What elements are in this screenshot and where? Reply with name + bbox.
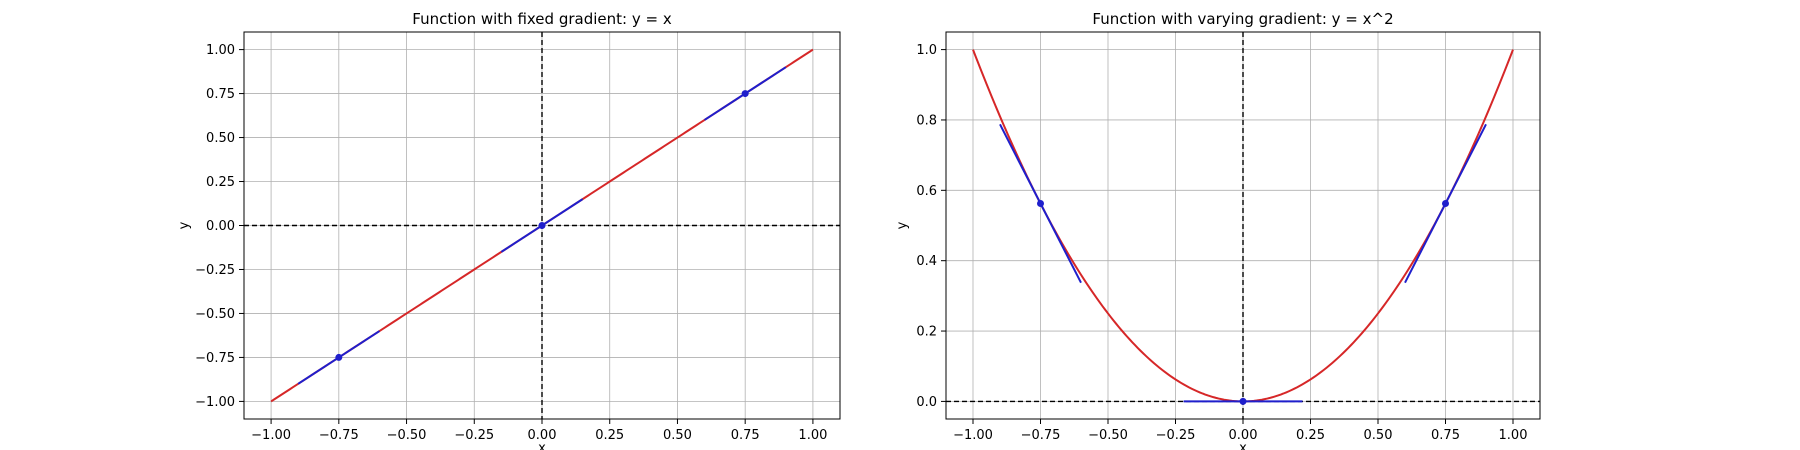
y-tick-label: 1.0 [916, 43, 937, 58]
chart-title: Function with fixed gradient: y = x [412, 10, 672, 28]
y-tick-label: −0.25 [195, 263, 235, 278]
x-tick-label: −0.25 [454, 428, 494, 443]
x-tick-label: −0.75 [319, 428, 359, 443]
y-tick-label: 0.25 [206, 175, 235, 190]
y-tick-label: −0.50 [195, 307, 235, 322]
plot-area [244, 32, 840, 419]
y-axis-label: y [177, 221, 192, 229]
y-tick-label: 0.50 [206, 131, 235, 146]
y-tick-label: −0.75 [195, 351, 235, 366]
x-tick-label: 0.75 [731, 428, 760, 443]
x-tick-label: 0.25 [1296, 428, 1325, 443]
tangent-point-2 [1442, 200, 1449, 208]
x-tick-label: −0.50 [1088, 428, 1128, 443]
x-tick-label: 0.75 [1431, 428, 1460, 443]
x-tick-label: 0.25 [595, 428, 624, 443]
tangent-point-0 [1037, 200, 1044, 208]
x-tick-label: 1.00 [1499, 428, 1528, 443]
y-tick-label: −1.00 [195, 395, 235, 410]
y-tick-label: 0.75 [206, 87, 235, 102]
chart-panel-fixed-gradient: −1.00 −0.75 −0.50 −0.25 0.00 0.25 0.50 0.75 1.00… [177, 10, 841, 450]
x-tick-label: 0.00 [528, 428, 557, 443]
x-tick-label: 0.50 [663, 428, 692, 443]
x-tick-label: 0.50 [1364, 428, 1393, 443]
x-tick-label: 1.00 [798, 428, 827, 443]
chart-title: Function with varying gradient: y = x^2 [1092, 10, 1393, 28]
tangent-point-0 [335, 353, 343, 361]
y-tick-label: 0.8 [916, 113, 937, 128]
x-tick-label: −1.00 [953, 428, 993, 443]
x-axis-label: x [1239, 441, 1247, 450]
tangent-point-2 [741, 90, 749, 98]
x-axis-label: x [538, 441, 546, 450]
x-tick-label: −1.00 [251, 428, 291, 443]
y-tick-label: 0.2 [916, 325, 937, 340]
y-tick-label: 0.0 [916, 395, 937, 410]
x-tick-label: −0.25 [1156, 428, 1196, 443]
x-tick-label: 0.00 [1229, 428, 1258, 443]
y-axis-label: y [895, 221, 910, 229]
y-tick-label: 0.4 [916, 254, 937, 269]
y-tick-label: 0.00 [206, 219, 235, 234]
x-tick-label: −0.50 [387, 428, 427, 443]
x-tick-label: −0.75 [1021, 428, 1061, 443]
chart-panel-varying-gradient: −1.00 −0.75 −0.50 −0.25 0.00 0.25 0.50 0.75 1.00… [895, 10, 1541, 450]
plot-area [946, 32, 1540, 419]
tangent-point-1 [1239, 397, 1247, 405]
tangent-point-1 [538, 222, 546, 229]
y-tick-label: 0.6 [916, 184, 937, 199]
y-tick-label: 1.00 [206, 43, 235, 58]
